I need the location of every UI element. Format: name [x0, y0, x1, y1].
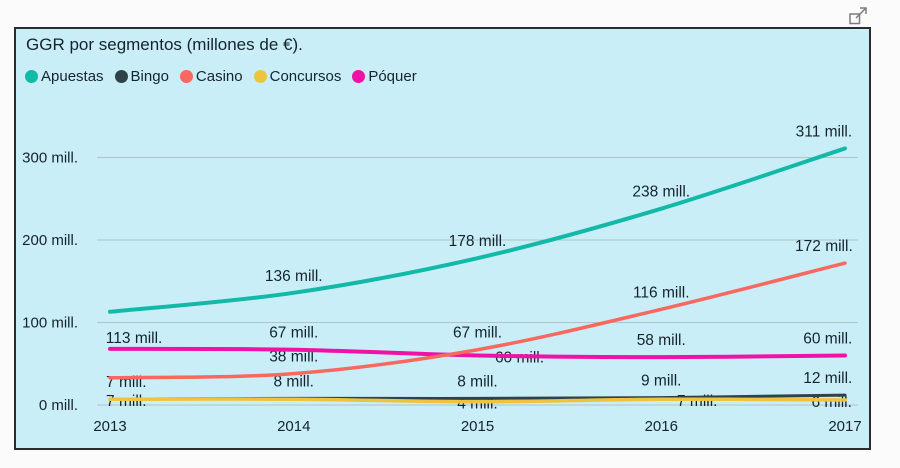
data-label-poquer: 58 mill. [637, 332, 686, 349]
legend-dot-apuestas-icon [25, 70, 38, 83]
y-axis-label: 300 mill. [22, 150, 78, 167]
data-label-bingo: 8 mill. [457, 373, 497, 390]
x-axis-label: 2015 [461, 418, 494, 435]
data-label-casino: 116 mill. [633, 284, 690, 301]
x-axis-label: 2017 [828, 418, 861, 435]
focus-icon-arrow [855, 7, 867, 19]
legend-item-apuestas[interactable]: Apuestas [25, 68, 104, 85]
y-axis-label: 100 mill. [22, 315, 78, 332]
series-line-concursos[interactable] [108, 397, 847, 404]
legend-label-concursos: Concursos [269, 68, 342, 85]
data-label-apuestas: 238 mill. [632, 184, 690, 201]
legend-item-poquer[interactable]: Póquer [352, 68, 417, 85]
series-line-casino[interactable] [108, 261, 847, 380]
legend-label-apuestas: Apuestas [41, 68, 104, 85]
focus-mode-icon[interactable] [846, 4, 870, 28]
chart-title: GGR por segmentos (millones de €). [26, 35, 303, 54]
data-label-poquer: 67 mill. [269, 325, 318, 342]
x-axis-label: 2014 [277, 418, 310, 435]
data-label-bingo: 9 mill. [641, 373, 681, 390]
data-label-bingo: 8 mill. [274, 373, 314, 390]
data-label-poquer: 60 mill. [803, 331, 852, 348]
data-label-casino: 38 mill. [269, 349, 318, 366]
legend-item-bingo[interactable]: Bingo [114, 68, 169, 85]
data-label-casino: 172 mill. [795, 238, 853, 255]
legend-label-bingo: Bingo [130, 68, 169, 85]
x-axis-label: 2013 [93, 418, 126, 435]
data-label-apuestas: 113 mill. [106, 330, 163, 347]
legend-dot-poquer-icon [352, 70, 366, 83]
data-label-bingo: 12 mill. [803, 370, 852, 387]
legend: Apuestas Bingo Casino Concursos Póquer [25, 68, 417, 85]
focus-icon-square [849, 13, 861, 25]
data-label-casino: 67 mill. [453, 325, 502, 342]
legend-label-casino: Casino [195, 68, 243, 85]
legend-label-poquer: Póquer [368, 68, 417, 85]
data-label-concursos: 7 mill. [106, 393, 146, 410]
chart-panel: GGR por segmentos (millones de €). Apues… [14, 27, 871, 450]
legend-item-concursos[interactable]: Concursos [253, 68, 342, 85]
legend-item-casino[interactable]: Casino [179, 68, 243, 85]
series-line-poquer[interactable] [108, 346, 847, 360]
data-label-apuestas: 136 mill. [265, 268, 323, 285]
data-label-apuestas: 178 mill. [449, 233, 507, 250]
y-axis-label: 200 mill. [22, 232, 78, 249]
data-label-apuestas: 311 mill. [796, 123, 853, 140]
series-line-apuestas[interactable] [108, 146, 847, 314]
legend-dot-bingo-icon [114, 70, 128, 83]
legend-dot-concursos-icon [253, 70, 267, 83]
x-axis-label: 2016 [645, 418, 678, 435]
y-axis-label: 0 mill. [39, 397, 78, 414]
legend-dot-casino-icon [179, 70, 193, 83]
